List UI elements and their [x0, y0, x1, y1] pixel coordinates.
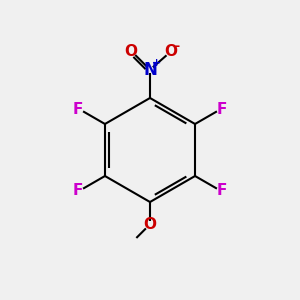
Text: +: +	[152, 58, 161, 68]
Text: F: F	[217, 102, 227, 117]
Text: O: O	[124, 44, 137, 59]
Text: O: O	[143, 217, 157, 232]
Text: -: -	[175, 40, 180, 53]
Text: F: F	[73, 183, 83, 198]
Text: F: F	[217, 183, 227, 198]
Text: N: N	[143, 61, 157, 79]
Text: O: O	[164, 44, 177, 59]
Text: F: F	[73, 102, 83, 117]
